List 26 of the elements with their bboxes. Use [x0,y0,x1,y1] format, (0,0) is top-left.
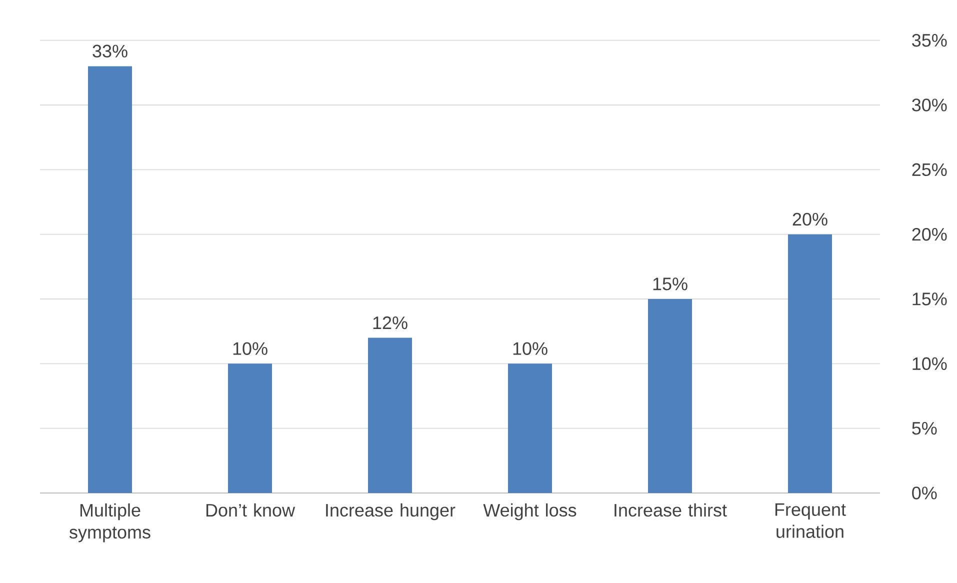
data-label: 15% [653,278,688,290]
data-label: 12% [373,316,408,330]
y-tick-label: 25% [912,163,947,176]
data-label: 10% [513,342,548,355]
x-tick-label: Increase thirst [614,503,727,517]
data-label: 33% [92,44,128,58]
data-label: 20% [792,212,828,226]
x-tick-label: Multiple symptoms [70,503,150,542]
y-tick-label: 10% [912,357,947,370]
bar [228,364,272,493]
x-tick-label: Frequent urination [775,503,846,538]
bar [368,338,412,493]
y-tick-label: 20% [912,228,947,241]
x-tick-label: Increase hunger [326,503,456,520]
x-tick-label: Don’t know [206,503,296,517]
y-tick-label: 0% [912,486,937,500]
bar [508,364,552,493]
x-tick-label: Weight loss [483,503,576,520]
y-tick-label: 30% [912,98,947,112]
y-tick-label: 35% [912,34,947,47]
bar [788,234,832,493]
bar [648,299,692,493]
y-tick-label: 5% [912,422,937,435]
data-label: 10% [233,342,268,355]
y-tick-label: 15% [912,292,947,306]
bar [88,66,132,493]
